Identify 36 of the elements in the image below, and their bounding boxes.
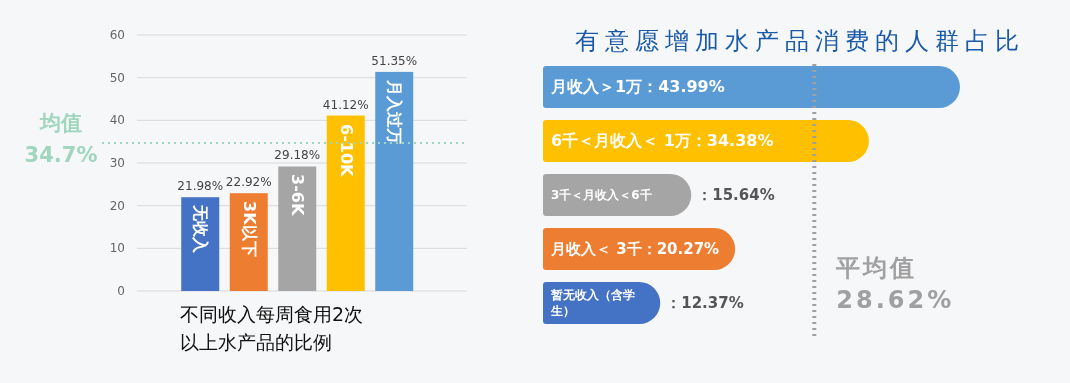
- data-label: ：12.37%: [666, 294, 744, 312]
- y-tick-label: 3千＜月收入＜6千: [551, 187, 652, 203]
- bar: [326, 115, 365, 291]
- bar: [278, 166, 317, 291]
- x-tick-label: 6-10K: [335, 123, 357, 179]
- y-tick-label: 暂无收入（含学生）: [551, 287, 636, 319]
- y-tick-label: 0: [116, 283, 125, 299]
- x-tick-label: 月入过万: [384, 79, 406, 146]
- chart-title: 有意愿增加水产品消费的人群占比: [574, 26, 1026, 57]
- y-tick-label: 50: [108, 69, 125, 86]
- data-label: 51.35%: [370, 52, 419, 69]
- x-tick-label: 无收入: [191, 205, 211, 254]
- x-tick-label: 3K以下: [239, 201, 259, 257]
- y-tick-label: 60: [108, 27, 125, 43]
- x-axis-title: 不同收入每周食用2次以上水产品的比例: [180, 302, 365, 355]
- ref-line-label: 均值 34.7%: [23, 109, 99, 169]
- bar: [375, 71, 414, 291]
- x-tick-label: 3-6K: [288, 174, 308, 216]
- data-label: ：43.99%: [642, 77, 725, 96]
- y-tick-label: 20: [108, 197, 125, 214]
- data-label: 41.12%: [321, 96, 370, 113]
- bar: [543, 66, 960, 108]
- data-label: ：15.64%: [697, 186, 775, 204]
- data-label: 22.92%: [225, 175, 272, 190]
- data-label: 21.98%: [177, 179, 224, 194]
- y-tick-label: 月收入＞1万: [551, 77, 643, 96]
- y-tick-label: 月收入＜ 3千: [551, 240, 642, 258]
- ref-line-label: 平均值 28.62%: [836, 253, 956, 316]
- y-tick-label: 10: [108, 240, 125, 257]
- data-label: ：34.38%: [690, 131, 774, 150]
- bar: [543, 174, 692, 216]
- y-tick-label: 30: [109, 156, 125, 170]
- y-tick-label: 40: [108, 112, 125, 129]
- data-label: ：20.27%: [641, 240, 720, 258]
- data-label: 29.18%: [273, 147, 322, 164]
- y-tick-label: 6千＜月收入＜ 1万: [551, 131, 691, 150]
